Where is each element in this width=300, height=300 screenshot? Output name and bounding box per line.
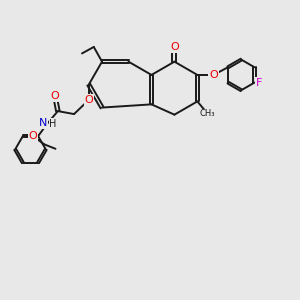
Text: O: O [84,95,93,105]
Text: O: O [29,131,38,141]
Text: O: O [50,91,59,101]
Text: O: O [209,70,218,80]
Text: CH₃: CH₃ [200,109,215,118]
Text: O: O [170,42,179,52]
Text: H: H [50,119,57,129]
Text: F: F [256,78,262,88]
Text: N: N [39,118,47,128]
